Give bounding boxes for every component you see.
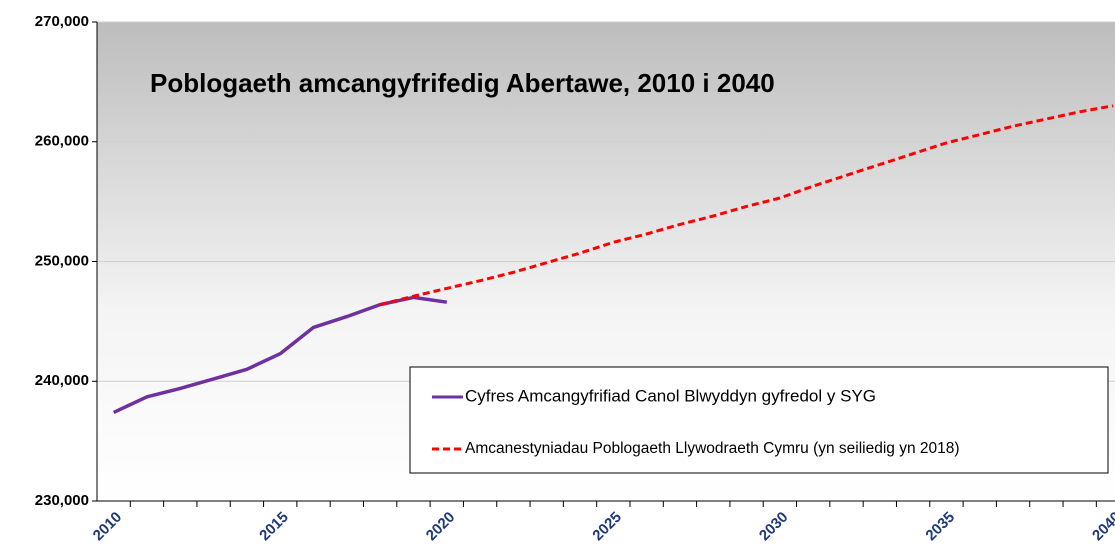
- legend: [409, 366, 1109, 474]
- legend-label: Amcanestyniadau Poblogaeth Llywodraeth C…: [465, 440, 960, 457]
- x-tick-label: 2010: [90, 509, 126, 545]
- x-tick-label: 2030: [756, 509, 792, 545]
- y-tick-label: 230,000: [35, 492, 89, 509]
- chart-title: Poblogaeth amcangyfrifedig Abertawe, 201…: [150, 68, 775, 98]
- x-tick-label: 2020: [423, 509, 459, 545]
- x-tick-label: 2025: [589, 509, 625, 545]
- y-tick-label: 240,000: [35, 372, 89, 389]
- y-tick-label: 260,000: [35, 133, 89, 150]
- series-line: [379, 104, 1114, 307]
- x-tick-label: 2035: [922, 509, 958, 545]
- x-tick-label: 2015: [256, 509, 292, 545]
- y-tick-label: 270,000: [35, 13, 89, 30]
- x-tick-label: 2040: [1089, 509, 1115, 545]
- legend-label: Cyfres Amcangyfrifiad Canol Blwyddyn gyf…: [465, 386, 876, 405]
- y-tick-label: 250,000: [35, 252, 89, 269]
